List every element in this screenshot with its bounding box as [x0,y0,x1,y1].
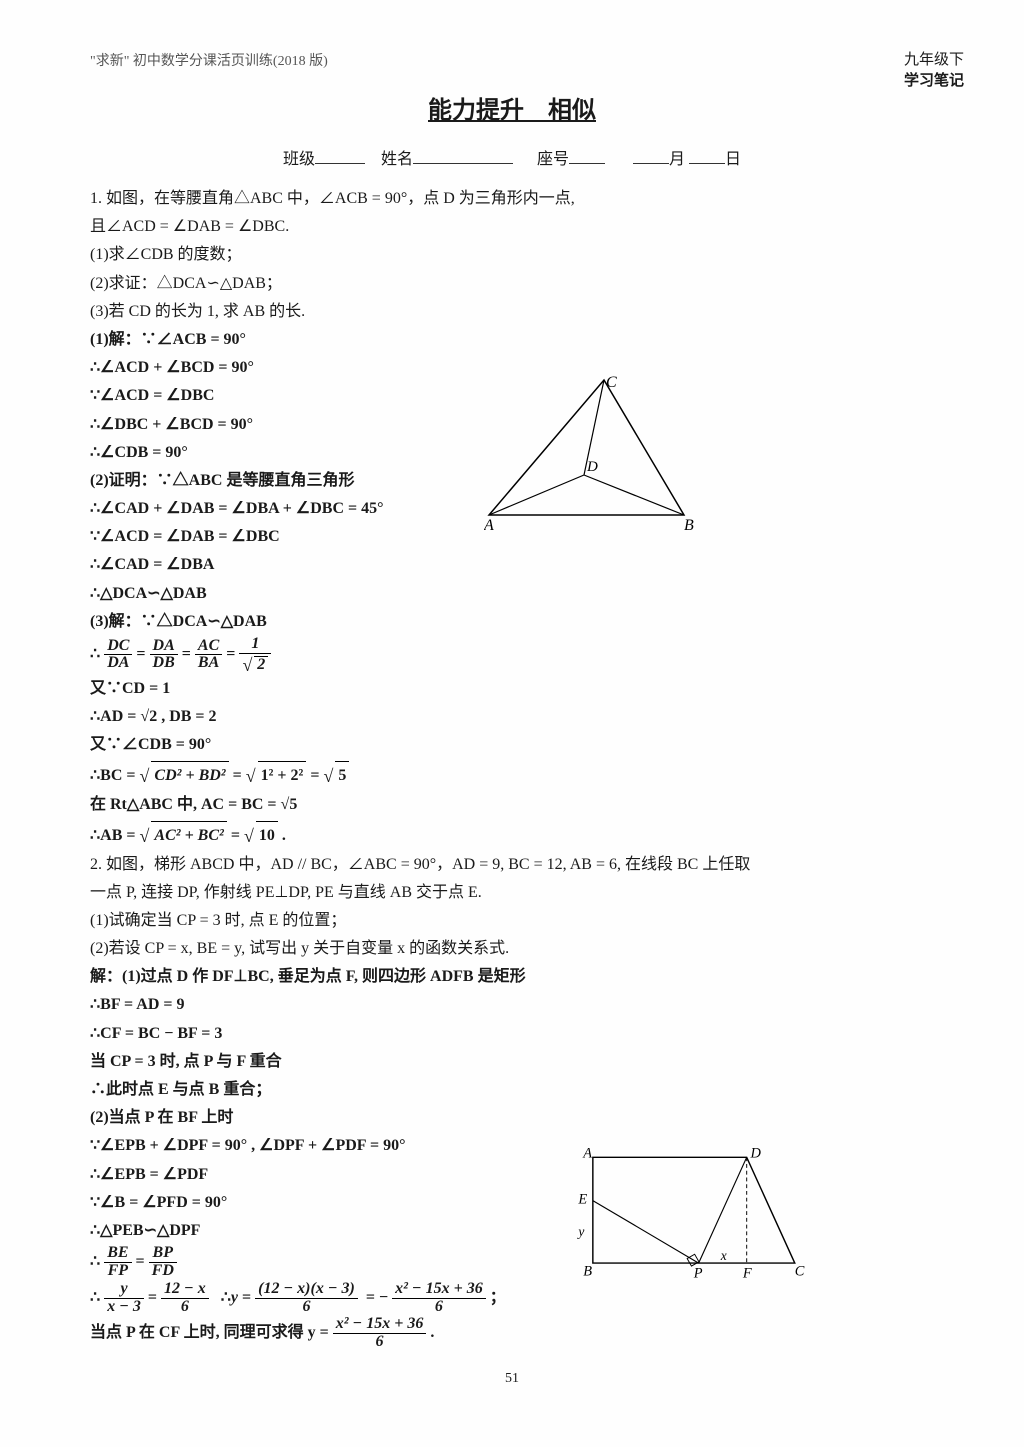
v-D: D [750,1145,762,1161]
class-label: 班级 [283,151,315,168]
frac-y-xm3: yx − 3 [104,1281,144,1316]
notes-label: 学习笔记 [904,73,964,89]
meta-line: 班级 姓名 座号 月 日 [90,145,934,169]
worksheet-page: "求新" 初中数学分课活页训练(2018 版) 九年级下 学习笔记 能力提升 相… [0,0,1024,1447]
lbl-x: x [720,1248,727,1263]
p1-q3: (3)若 CD 的长为 1, 求 AB 的长. [90,298,934,325]
content: A B C D 1. 如图，在等腰直角△ABC 中，∠ACB = 90°，点 D… [90,185,934,1351]
page-number: 51 [0,1371,1024,1387]
p2-sol1-l4: 当 CP = 3 时, 点 P 与 F 重合 [90,1048,934,1075]
frac-quad-6a: x² − 15x + 366 [392,1281,486,1316]
p2-sol2-head: (2)当点 P 在 BF 上时 [90,1104,934,1131]
name-label: 姓名 [381,151,413,168]
p2-q2: (2)若设 CP = x, BE = y, 试写出 y 关于自变量 x 的函数关… [90,935,934,962]
month-label: 月 [669,151,685,168]
p1-sol3-fraceq: ∴ DCDA = DADB = ACBA = 1√2 [90,636,934,674]
day-blank[interactable] [689,149,725,164]
p1-q2: (2)求证：△DCA∽△DAB； [90,270,934,297]
p1-sol3-ad: ∴AD = √2 , DB = 2 [90,703,934,730]
p1-sol3-bc: ∴BC = √CD² + BD² = √1² + 2² = √5 [90,759,934,790]
p2-sol1-l3: ∴CF = BC − BF = 3 [90,1020,934,1047]
v-E: E [577,1191,587,1207]
p1-sol2-l4: ∴∠CAD = ∠DBA [90,551,934,578]
page-title: 能力提升 相似 [90,90,934,125]
figure-trapezoid-2: A D B C E P F x y [564,1140,814,1290]
p1-sol2-l5: ∴△DCA∽△DAB [90,580,934,607]
p1-sol3-cd: 又∵CD = 1 [90,675,934,702]
p2-stem-l1: 2. 如图，梯形 ABCD 中，AD // BC，∠ABC = 90°，AD =… [90,851,934,878]
p2-sol2-last: 当点 P 在 CF 上时, 同理可求得 y = x² − 15x + 366 . [90,1316,934,1351]
frac-12mx-6: 12 − x6 [161,1281,209,1316]
book-title: "求新" 初中数学分课活页训练(2018 版) [90,50,934,70]
p1-sol3-rt: 在 Rt△ABC 中, AC = BC = √5 [90,791,934,818]
name-blank[interactable] [413,149,513,164]
frac-da-db: DADB [150,638,178,673]
day-label: 日 [725,151,741,168]
seat-blank[interactable] [569,149,605,164]
grade-label: 九年级下 [904,52,964,68]
p2-sol1-l5: ∴此时点 E 与点 B 重合； [90,1076,934,1103]
p1-sol1-head: (1)解：∵∠ACB = 90° [90,326,934,353]
p1-sol3-ab: ∴AB = √AC² + BC² = √10 . [90,819,934,850]
vertex-C: C [606,375,617,391]
v-C: C [795,1264,805,1280]
lbl-y: y [576,1224,584,1239]
p1-stem-l2: 且∠ACD = ∠DAB = ∠DBC. [90,213,934,240]
vertex-B: B [684,517,694,534]
frac-prod-6: (12 − x)(x − 3)6 [255,1281,358,1316]
frac-1-root2: 1√2 [239,636,271,674]
frac-be-fp: BEFP [104,1245,131,1280]
frac-ac-ba: ACBA [195,638,222,673]
therefore-prefix: ∴ [90,645,100,662]
p1-stem-l1: 1. 如图，在等腰直角△ABC 中，∠ACB = 90°，点 D 为三角形内一点… [90,185,934,212]
v-F: F [742,1266,752,1282]
figure-triangle-1: A B C D [484,375,704,535]
v-A: A [582,1145,592,1161]
frac-quad-6b: x² − 15x + 366 [333,1316,427,1351]
grade-notes: 九年级下 学习笔记 [904,50,964,92]
p2-stem-l2: 一点 P, 连接 DP, 作射线 PE⊥DP, PE 与直线 AB 交于点 E. [90,879,934,906]
vertex-A: A [484,517,494,534]
p2-sol1-head: 解：(1)过点 D 作 DF⊥BC, 垂足为点 F, 则四边形 ADFB 是矩形 [90,963,934,990]
p1-sol3-angle: 又∵∠CDB = 90° [90,731,934,758]
p2-sol1-l2: ∴BF = AD = 9 [90,991,934,1018]
v-B: B [583,1264,592,1280]
frac-dc-da: DCDA [104,638,132,673]
month-blank[interactable] [633,149,669,164]
seat-label: 座号 [537,151,569,168]
v-P: P [693,1266,703,1282]
frac-bp-fd: BPFD [149,1245,177,1280]
p1-sol3-head: (3)解：∵△DCA∽△DAB [90,608,934,635]
vertex-D: D [586,459,598,475]
p2-q1: (1)试确定当 CP = 3 时, 点 E 的位置； [90,907,934,934]
class-blank[interactable] [315,149,365,164]
p1-q1: (1)求∠CDB 的度数； [90,241,934,268]
